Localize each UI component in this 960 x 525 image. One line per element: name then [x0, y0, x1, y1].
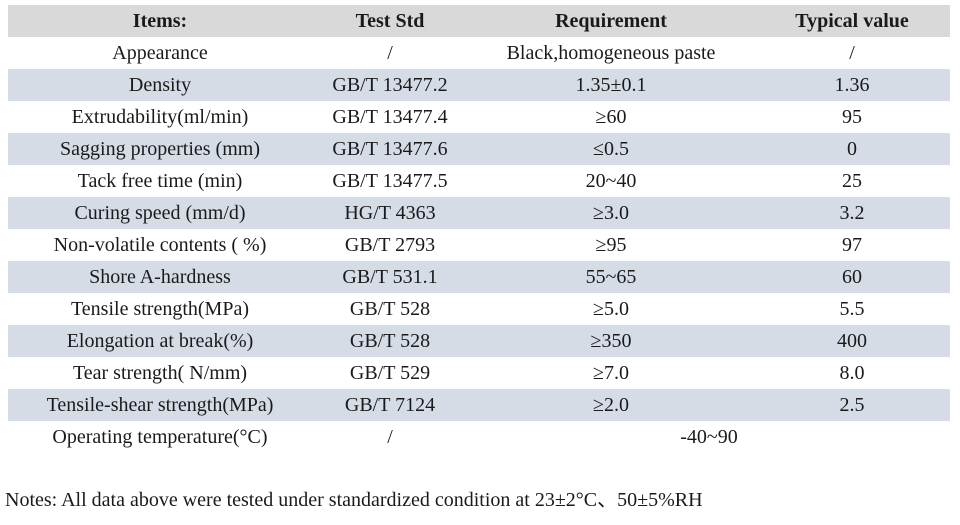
cell-typical-value: 0	[754, 133, 950, 165]
cell-test-std: GB/T 7124	[312, 389, 468, 421]
cell-item: Sagging properties (mm)	[8, 133, 312, 165]
table-row-density: Density GB/T 13477.2 1.35±0.1 1.36	[8, 69, 950, 101]
cell-test-std: GB/T 528	[349, 298, 431, 320]
column-header-test-std: Test Std	[312, 5, 468, 37]
cell-requirement: ≥350	[468, 325, 754, 357]
cell-requirement: ≥95	[595, 234, 627, 256]
cell-item: Curing speed (mm/d)	[8, 197, 312, 229]
table-row-tack-free-time: Tack free time (min) GB/T 13477.5 20~40 …	[8, 165, 950, 197]
table-row-sagging-properties: Sagging properties (mm) GB/T 13477.6 ≤0.…	[8, 133, 950, 165]
cell-typical-value: 5.5	[839, 298, 865, 320]
cell-test-std: HG/T 4363	[312, 197, 468, 229]
cell-test-std: GB/T 529	[349, 362, 431, 384]
cell-typical-value: 95	[842, 106, 862, 128]
cell-test-std: /	[387, 42, 393, 64]
table-row-extrudability: Extrudability(ml/min) GB/T 13477.4 ≥60 9…	[8, 101, 950, 133]
cell-test-std: /	[387, 426, 393, 448]
table-row-shore-a-hardness: Shore A-hardness GB/T 531.1 55~65 60	[8, 261, 950, 293]
cell-item: Operating temperature(°C)	[52, 426, 268, 448]
cell-item: Tensile strength(MPa)	[70, 298, 249, 320]
cell-typical-value: 2.5	[754, 389, 950, 421]
cell-typical-value: 60	[754, 261, 950, 293]
cell-test-std: GB/T 2793	[344, 234, 436, 256]
cell-item: Non-volatile contents ( %)	[53, 234, 267, 256]
cell-test-std: GB/T 531.1	[312, 261, 468, 293]
cell-typical-value: 97	[842, 234, 862, 256]
cell-item: Shore A-hardness	[8, 261, 312, 293]
cell-typical-value: 3.2	[754, 197, 950, 229]
cell-item: Elongation at break(%)	[8, 325, 312, 357]
cell-item: Extrudability(ml/min)	[71, 106, 249, 128]
table-header-row: Items: Test Std Requirement Typical valu…	[8, 5, 950, 37]
cell-requirement-merged: -40~90	[680, 426, 738, 448]
cell-requirement: ≥2.0	[468, 389, 754, 421]
column-header-items: Items:	[8, 5, 312, 37]
specification-table: Items: Test Std Requirement Typical valu…	[8, 5, 950, 453]
cell-test-std: GB/T 13477.2	[312, 69, 468, 101]
table-row-operating-temperature: Operating temperature(°C) / -40~90	[8, 421, 950, 453]
table-row-tensile-strength: Tensile strength(MPa) GB/T 528 ≥5.0 5.5	[8, 293, 950, 325]
cell-typical-value: 400	[754, 325, 950, 357]
table-row-elongation-at-break: Elongation at break(%) GB/T 528 ≥350 400	[8, 325, 950, 357]
cell-typical-value: /	[849, 42, 855, 64]
table-row-curing-speed: Curing speed (mm/d) HG/T 4363 ≥3.0 3.2	[8, 197, 950, 229]
cell-item: Density	[8, 69, 312, 101]
cell-requirement: ≥60	[595, 106, 627, 128]
table-row-tear-strength: Tear strength( N/mm) GB/T 529 ≥7.0 8.0	[8, 357, 950, 389]
cell-item: Tensile-shear strength(MPa)	[8, 389, 312, 421]
column-header-typical-value: Typical value	[754, 5, 950, 37]
cell-typical-value: 8.0	[839, 362, 865, 384]
cell-requirement: Black,homogeneous paste	[506, 42, 716, 64]
cell-requirement: ≤0.5	[468, 133, 754, 165]
table-row-tensile-shear-strength: Tensile-shear strength(MPa) GB/T 7124 ≥2…	[8, 389, 950, 421]
footnote-text: Notes: All data above were tested under …	[5, 489, 703, 511]
cell-test-std: GB/T 13477.6	[312, 133, 468, 165]
cell-requirement: 55~65	[468, 261, 754, 293]
cell-test-std: GB/T 528	[312, 325, 468, 357]
cell-item: Appearance	[112, 42, 208, 64]
cell-requirement: ≥5.0	[593, 298, 629, 320]
cell-item: Tear strength( N/mm)	[72, 362, 248, 384]
cell-typical-value: 1.36	[754, 69, 950, 101]
cell-item: Tack free time (min)	[77, 170, 243, 192]
cell-requirement: ≥3.0	[468, 197, 754, 229]
cell-test-std: GB/T 13477.5	[332, 170, 448, 192]
table-row-non-volatile-contents: Non-volatile contents ( %) GB/T 2793 ≥95…	[8, 229, 950, 261]
column-header-requirement: Requirement	[468, 5, 754, 37]
cell-requirement: 1.35±0.1	[468, 69, 754, 101]
cell-typical-value: 25	[842, 170, 862, 192]
cell-requirement: ≥7.0	[593, 362, 629, 384]
cell-test-std: GB/T 13477.4	[332, 106, 448, 128]
cell-requirement: 20~40	[585, 170, 637, 192]
table-row-appearance: Appearance / Black,homogeneous paste /	[8, 37, 950, 69]
